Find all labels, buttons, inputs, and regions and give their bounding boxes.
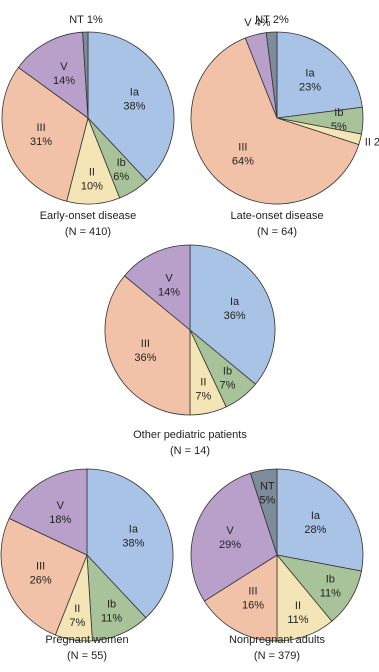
slice-percent: 11%	[101, 613, 122, 625]
pie-slice	[203, 554, 278, 642]
chart-subtitle: (N = 64)	[257, 226, 297, 238]
pie-slice	[276, 468, 364, 572]
slice-category: II	[74, 603, 80, 615]
slice-percent: 29%	[219, 539, 241, 551]
chart-subtitle: (N = 14)	[170, 445, 210, 457]
slice-percent: 2%	[374, 136, 379, 148]
slice-category: III	[141, 338, 150, 350]
slice-category: Ia	[311, 510, 321, 522]
slice-category: Ib	[334, 107, 343, 119]
slice-percent: 7%	[69, 617, 85, 629]
pie-slice	[0, 517, 88, 636]
slice-percent: 7%	[195, 391, 211, 403]
slice-category: NT	[255, 14, 270, 26]
slice-percent: 28%	[304, 524, 326, 536]
slice-percent: 7%	[220, 379, 236, 391]
slice-percent: 38%	[122, 538, 144, 550]
slice-category: III	[248, 586, 257, 598]
slice-category: Ia	[230, 296, 240, 308]
slice-category: II	[365, 136, 371, 148]
slice-percent: 10%	[81, 181, 103, 193]
slice-category: II	[89, 167, 95, 179]
slice-category: V	[57, 500, 65, 512]
slice-category: V	[226, 525, 234, 537]
chart-title: Late-onset disease	[231, 210, 324, 222]
slice-percent: 14%	[158, 286, 180, 298]
chart-title: Nonpregnant adults	[229, 634, 326, 646]
chart-subtitle: (N = 55)	[67, 650, 107, 662]
slice-category: III	[36, 122, 45, 134]
pie-slice	[190, 37, 360, 205]
slice-percent: 16%	[242, 600, 264, 612]
slice-category: NT	[260, 481, 275, 493]
slice-category: III	[36, 560, 45, 572]
chart-subtitle: (N = 379)	[254, 650, 300, 662]
slice-category: V	[165, 272, 173, 284]
slice-percent: 36%	[224, 310, 246, 322]
pie-slice	[123, 244, 191, 331]
slice-percent: 64%	[232, 155, 254, 167]
slice-percent: 31%	[30, 136, 52, 148]
slice-category: III	[238, 141, 247, 153]
slice-category: Ia	[129, 524, 139, 536]
slice-category: NT	[69, 14, 84, 26]
pie-slice	[86, 468, 174, 619]
pie-slice	[82, 31, 89, 119]
pie-slice	[249, 468, 278, 556]
slice-percent: 38%	[123, 101, 145, 113]
slice-percent: 2%	[273, 14, 289, 26]
slice-category: Ib	[107, 599, 116, 611]
pie-slice	[87, 31, 175, 182]
slice-percent: 26%	[30, 574, 52, 586]
slice-percent: 5%	[259, 495, 275, 507]
slice-category: II	[295, 600, 301, 612]
chart-title: Early-onset disease	[40, 210, 137, 222]
chart-subtitle: (N = 410)	[65, 226, 111, 238]
slice-percent: 4%	[255, 17, 271, 29]
pie-slice	[189, 244, 276, 385]
pie-slice	[276, 31, 363, 119]
pie-slice	[190, 472, 278, 602]
slice-percent: 1%	[87, 14, 103, 26]
pie-slice	[8, 468, 88, 556]
chart-title: Pregnant women	[45, 634, 128, 646]
slice-category: II	[200, 377, 206, 389]
slice-percent: 23%	[299, 81, 321, 93]
slice-category: V	[244, 17, 252, 29]
slice-category: Ia	[130, 87, 140, 99]
slice-percent: 18%	[49, 514, 71, 526]
pie-slice	[17, 31, 89, 119]
slice-percent: 5%	[331, 121, 347, 133]
pie-slice	[1, 66, 89, 202]
slice-percent: 11%	[320, 587, 341, 599]
slice-category: Ia	[305, 67, 315, 79]
pie-slice	[265, 31, 278, 119]
slice-category: V	[60, 61, 68, 73]
slice-category: Ib	[223, 365, 232, 377]
pie-slice	[104, 275, 191, 416]
slice-percent: 6%	[113, 171, 129, 183]
slice-category: Ib	[117, 157, 126, 169]
slice-percent: 36%	[134, 352, 156, 364]
slice-category: Ib	[326, 573, 335, 585]
slice-percent: 11%	[287, 614, 308, 626]
chart-title: Other pediatric patients	[133, 429, 247, 441]
slice-percent: 14%	[53, 75, 75, 87]
